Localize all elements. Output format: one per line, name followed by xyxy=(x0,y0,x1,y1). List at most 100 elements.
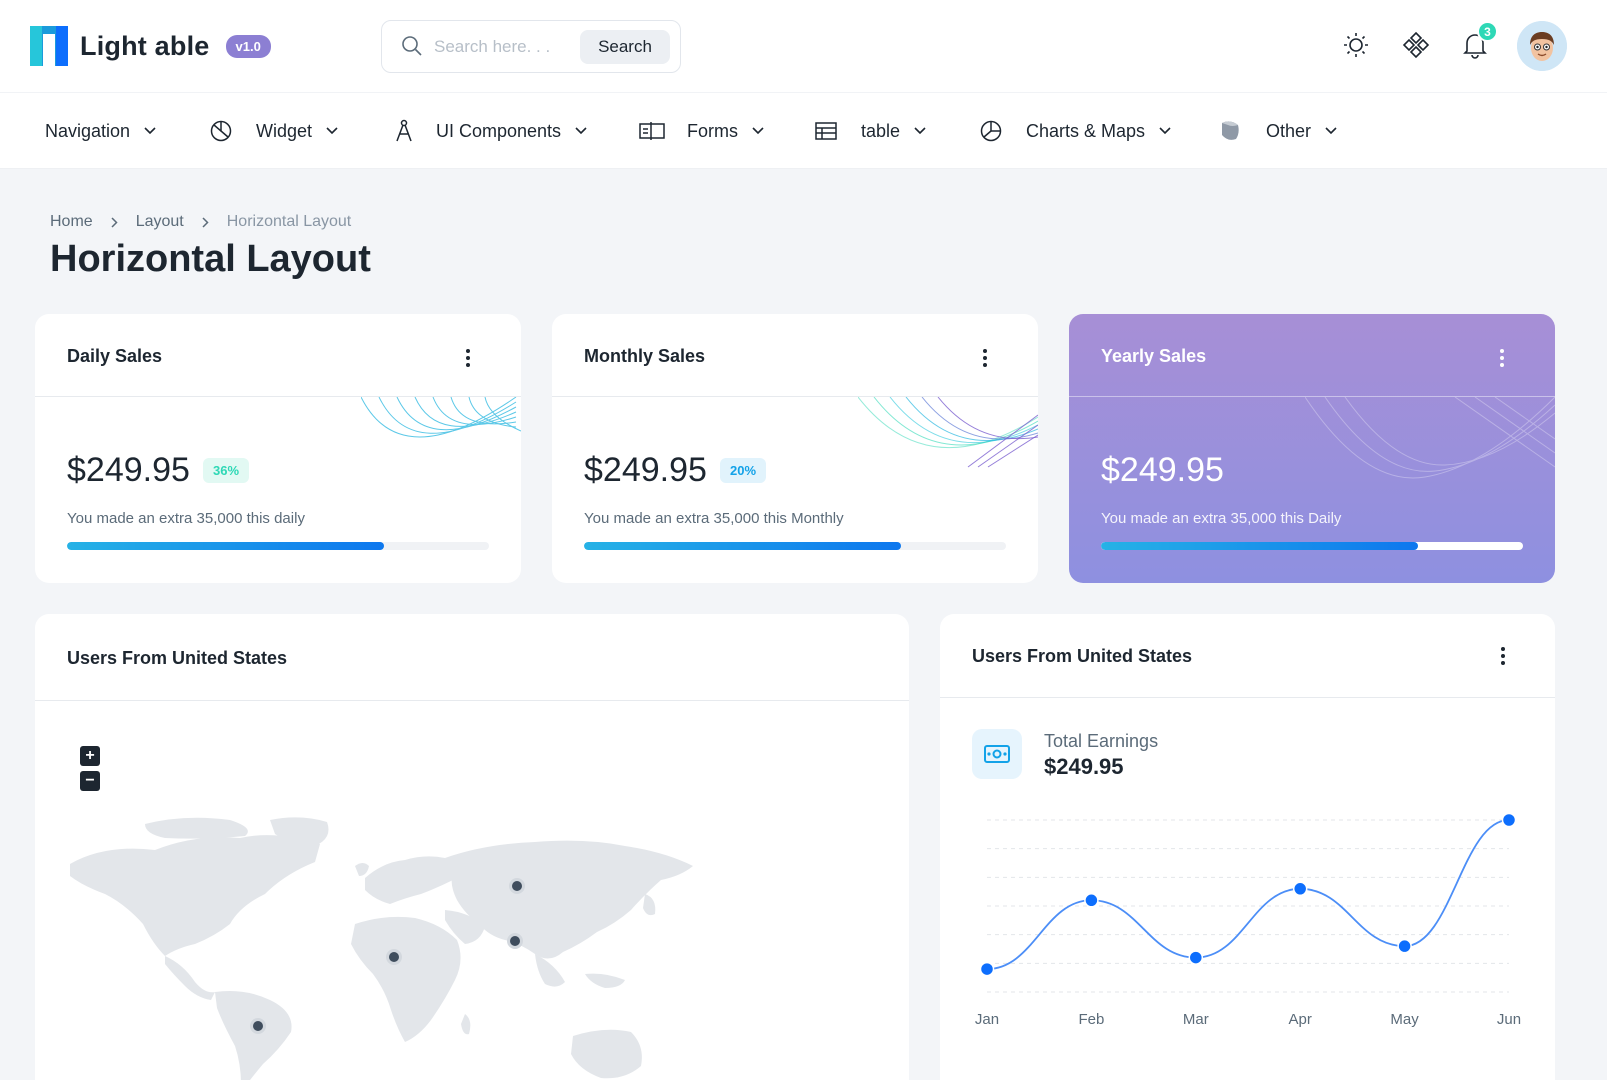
data-point-apr[interactable] xyxy=(1292,881,1308,897)
x-tick-label: Feb xyxy=(1078,1011,1104,1028)
card-header: Monthly Sales xyxy=(552,314,1038,397)
notification-badge: 3 xyxy=(1477,21,1498,42)
page-title: Horizontal Layout xyxy=(50,238,371,280)
progress-fill xyxy=(584,542,901,550)
nav-item-widget[interactable]: Widget xyxy=(210,93,338,169)
nav-item-charts-maps[interactable]: Charts & Maps xyxy=(980,93,1171,169)
breadcrumb-home[interactable]: Home xyxy=(50,213,93,230)
chevron-down-icon xyxy=(144,127,156,135)
sales-note: You made an extra 35,000 this Daily xyxy=(1101,510,1342,527)
x-tick-label: Apr xyxy=(1289,1011,1312,1028)
nav-item-navigation[interactable]: Navigation xyxy=(45,93,156,169)
percent-badge: 20% xyxy=(720,458,767,483)
earnings-line-chart: Jan Feb Mar Apr May Jun xyxy=(975,812,1521,1028)
logo[interactable]: Light able v1.0 xyxy=(30,26,271,66)
user-avatar[interactable] xyxy=(1517,21,1567,71)
card-title: Users From United States xyxy=(972,646,1193,666)
data-point-may[interactable] xyxy=(1397,938,1412,954)
nav-label: Other xyxy=(1266,120,1312,141)
search-icon xyxy=(400,34,424,63)
card-header: Yearly Sales xyxy=(1069,314,1555,397)
x-tick-label: May xyxy=(1390,1011,1419,1028)
sales-amount: $249.95 xyxy=(67,451,190,489)
decorative-wave xyxy=(858,397,1038,468)
search-button[interactable]: Search xyxy=(580,30,670,64)
progress-bar xyxy=(1101,542,1523,550)
nav-label: UI Components xyxy=(436,120,562,141)
card-header: Users From United States xyxy=(940,614,1555,698)
x-tick-label: Jun xyxy=(1497,1011,1521,1028)
nav-item-other[interactable]: Other xyxy=(1218,93,1337,169)
progress-fill xyxy=(1101,542,1418,550)
series-line xyxy=(986,819,1510,970)
daily-sales-card: Daily Sales $249.95 36% You made an extr… xyxy=(35,314,521,583)
yearly-sales-card: Yearly Sales $249.95 You made an extra 3… xyxy=(1069,314,1555,583)
data-point-jan[interactable] xyxy=(979,961,995,977)
sun-icon[interactable] xyxy=(1336,25,1376,65)
card-title: Daily Sales xyxy=(67,346,163,366)
zoom-in-button[interactable]: + xyxy=(80,746,100,766)
progress-fill xyxy=(67,542,384,550)
progress-bar xyxy=(67,542,489,550)
card-title: Monthly Sales xyxy=(584,346,706,366)
breadcrumb: Home Layout Horizontal Layout xyxy=(50,213,351,231)
form-icon xyxy=(639,122,665,140)
world-map[interactable] xyxy=(65,814,705,1080)
more-vertical-icon[interactable] xyxy=(982,349,988,367)
chevron-right-icon xyxy=(111,216,118,228)
nav-label: table xyxy=(861,120,901,141)
more-vertical-icon[interactable] xyxy=(465,349,471,367)
breadcrumb-layout[interactable]: Layout xyxy=(135,213,184,230)
nav-label: Forms xyxy=(687,120,738,141)
nav-label: Charts & Maps xyxy=(1026,120,1146,141)
chevron-down-icon xyxy=(752,127,764,135)
search-input[interactable] xyxy=(434,33,574,61)
chart-icon xyxy=(980,120,1002,142)
card-title: Yearly Sales xyxy=(1101,346,1207,366)
logo-icon xyxy=(30,26,68,66)
monthly-sales-card: Monthly Sales $249.95 20% You made an ex… xyxy=(552,314,1038,583)
data-point-feb[interactable] xyxy=(1084,893,1099,908)
version-badge: v1.0 xyxy=(225,34,271,58)
sales-amount: $249.95 xyxy=(584,451,707,489)
card-header: Users From United States xyxy=(35,614,909,701)
compass-icon xyxy=(396,119,412,142)
horizontal-nav: Navigation Widget UI Components Forms ta… xyxy=(0,92,1607,168)
decorative-wave xyxy=(361,397,521,438)
top-header: Light able v1.0 Search 3 xyxy=(0,0,1607,92)
breadcrumb-current: Horizontal Layout xyxy=(226,213,352,230)
x-tick-label: Jan xyxy=(975,1011,999,1028)
map-markers xyxy=(250,878,525,1034)
shape-icon xyxy=(1222,121,1239,140)
more-vertical-icon[interactable] xyxy=(1499,349,1505,367)
zoom-out-button[interactable]: − xyxy=(80,771,100,791)
earnings-card: Users From United States Total Earnings … xyxy=(940,614,1555,1080)
chevron-down-icon xyxy=(1159,127,1171,135)
nav-label: Navigation xyxy=(45,120,131,141)
customize-icon[interactable] xyxy=(1396,25,1436,65)
brand-name: Light able xyxy=(80,30,210,61)
chevron-down-icon xyxy=(914,127,926,135)
pie-chart-icon xyxy=(210,120,232,142)
chevron-down-icon xyxy=(326,127,338,135)
earnings-label: Total Earnings xyxy=(1044,731,1159,751)
sales-note: You made an extra 35,000 this Monthly xyxy=(584,510,844,527)
nav-label: Widget xyxy=(256,120,313,141)
x-tick-label: Mar xyxy=(1183,1011,1209,1028)
sales-note: You made an extra 35,000 this daily xyxy=(67,510,305,527)
chevron-right-icon xyxy=(202,216,209,228)
chevron-down-icon xyxy=(575,127,587,135)
more-vertical-icon[interactable] xyxy=(1500,647,1506,665)
data-point-mar[interactable] xyxy=(1188,950,1204,965)
percent-badge: 36% xyxy=(203,458,250,483)
search-box: Search xyxy=(381,20,681,73)
earnings-value: $249.95 xyxy=(1044,754,1124,779)
decorative-wave xyxy=(1305,397,1555,479)
nav-item-forms[interactable]: Forms xyxy=(639,93,764,169)
data-point-jun[interactable] xyxy=(1501,812,1517,828)
nav-item-table[interactable]: table xyxy=(815,93,926,169)
card-header: Daily Sales xyxy=(35,314,521,397)
sales-amount: $249.95 xyxy=(1101,451,1224,489)
money-icon xyxy=(972,729,1022,779)
nav-item-ui-components[interactable]: UI Components xyxy=(394,93,587,169)
